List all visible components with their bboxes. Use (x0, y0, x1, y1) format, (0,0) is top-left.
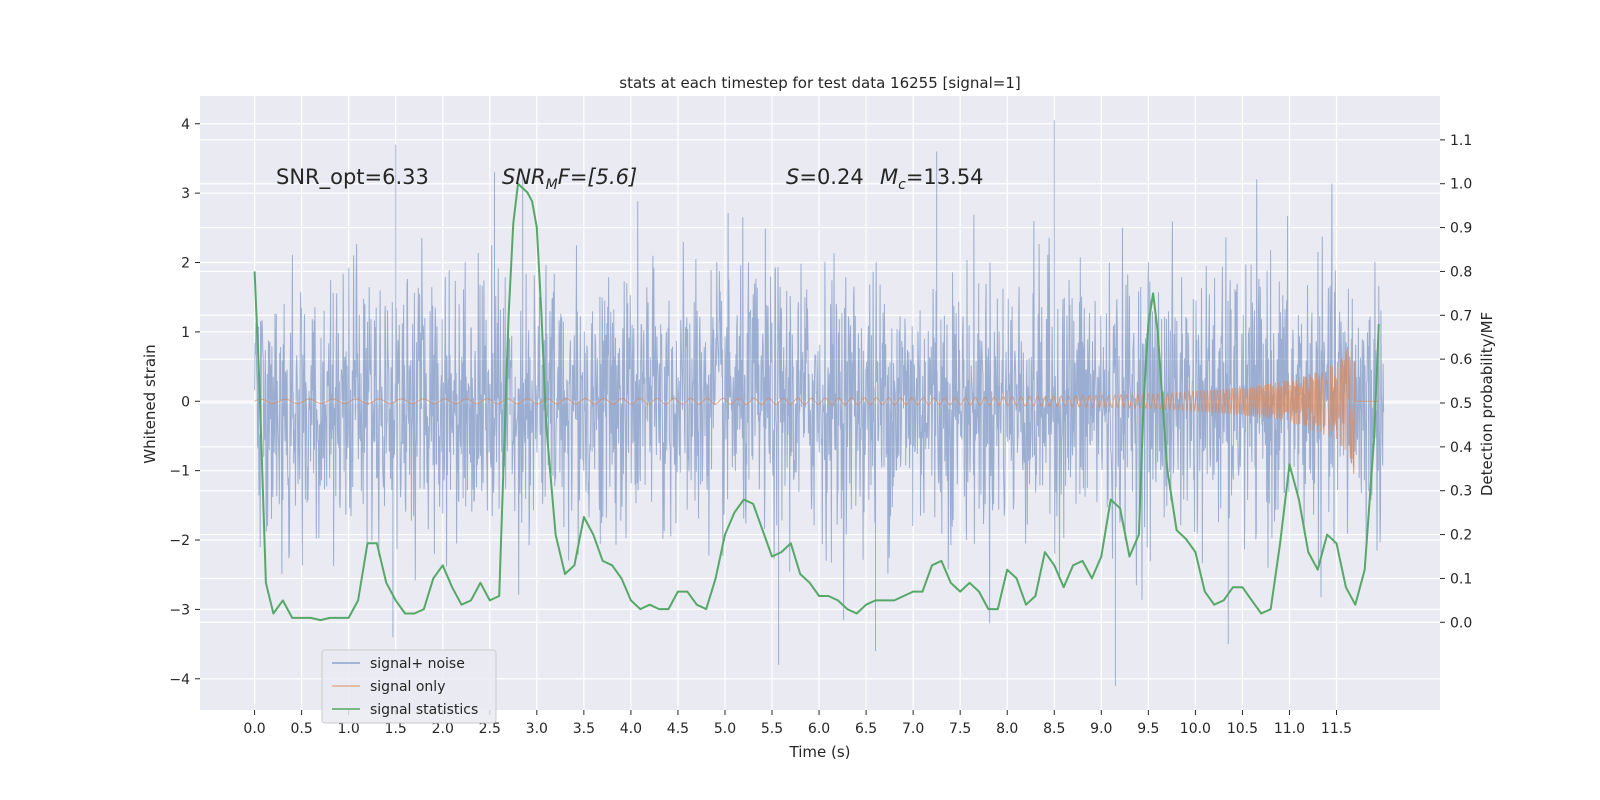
y-right-tick-label: 0.2 (1450, 528, 1472, 544)
x-tick-label: 0.0 (243, 721, 265, 737)
annotation-s-value: =0.24 (799, 165, 863, 189)
annotation-mc-value: =13.54 (906, 165, 984, 189)
annotation-mc-label: M (880, 165, 898, 189)
x-tick-label: 6.0 (808, 721, 830, 737)
x-tick-label: 0.5 (290, 721, 312, 737)
x-tick-label: 4.0 (620, 721, 642, 737)
y-right-tick-label: 0.1 (1450, 571, 1472, 587)
y-right-tick-label: 1.1 (1450, 133, 1472, 149)
x-tick-label: 3.0 (526, 721, 548, 737)
x-tick-label: 5.5 (761, 721, 783, 737)
y-axis-left-label: Whitened strain (141, 344, 159, 463)
legend-label-signal-only: signal only (370, 679, 445, 695)
y-right-tick-label: 0.4 (1450, 440, 1472, 456)
annotation-s-label: S (786, 165, 799, 189)
y-axis-right-label: Detection probability/MF (1478, 312, 1496, 496)
y-axis-left-ticks: −4 −3 −2 −1 0 1 2 3 4 (169, 117, 200, 688)
y-right-tick-label: 0.6 (1450, 352, 1472, 368)
y-right-tick-label: 1.0 (1450, 177, 1472, 193)
signal-plus-noise-line (254, 120, 1385, 686)
x-tick-label: 3.5 (573, 721, 595, 737)
y-left-tick-label: 0 (181, 394, 190, 410)
legend-label-signal-plus-noise: signal+ noise (370, 656, 465, 672)
annotation-mc-sub: c (898, 177, 906, 193)
signal-only-line (254, 338, 1379, 474)
x-tick-label: 11.0 (1274, 721, 1305, 737)
x-tick-label: 8.0 (996, 721, 1018, 737)
y-left-tick-label: 1 (181, 325, 190, 341)
annotation-snr-mf-sub: M (546, 177, 558, 193)
x-tick-label: 1.5 (385, 721, 407, 737)
x-axis-ticks: 0.0 0.5 1.0 1.5 2.0 2.5 3.0 3.5 4.0 4.5 5.0 5.5 6.0 6… (243, 710, 1352, 737)
annotation-snr-mf-main: SNR (502, 165, 546, 189)
series-signal-only (254, 338, 1379, 474)
x-tick-label: 2.0 (432, 721, 454, 737)
x-tick-label: 5.0 (714, 721, 736, 737)
legend: signal+ noise signal only signal statist… (321, 649, 497, 724)
y-right-tick-label: 0.0 (1450, 615, 1472, 631)
x-tick-label: 8.5 (1043, 721, 1065, 737)
y-right-tick-label: 0.3 (1450, 484, 1472, 500)
y-right-tick-label: 0.5 (1450, 396, 1472, 412)
x-tick-label: 2.5 (479, 721, 501, 737)
x-tick-label: 1.0 (338, 721, 360, 737)
annotation-s: S=0.24 (786, 165, 864, 189)
y-left-tick-label: 2 (181, 256, 190, 272)
y-left-tick-label: 4 (181, 117, 190, 133)
y-left-tick-label: 3 (181, 186, 190, 202)
x-axis-label: Time (s) (789, 743, 851, 761)
x-tick-label: 4.5 (667, 721, 689, 737)
annotation-snr-opt: SNR_opt=6.33 (276, 165, 429, 190)
y-left-tick-label: −4 (169, 672, 190, 688)
y-left-tick-label: −3 (169, 602, 190, 618)
x-tick-label: 7.5 (949, 721, 971, 737)
annotation-snr-mf: SNRMF=[5.6] (502, 165, 637, 193)
x-tick-label: 10.5 (1227, 721, 1258, 737)
series-signal-plus-noise (254, 120, 1385, 686)
x-tick-label: 11.5 (1321, 721, 1352, 737)
y-left-tick-label: −1 (169, 464, 190, 480)
signal-statistics-line (253, 182, 1380, 622)
x-tick-label: 6.5 (855, 721, 877, 737)
x-tick-label: 9.5 (1137, 721, 1159, 737)
x-tick-label: 7.0 (902, 721, 924, 737)
y-right-tick-label: 0.9 (1450, 221, 1472, 237)
legend-frame (321, 649, 497, 724)
y-right-tick-label: 0.7 (1450, 308, 1472, 324)
chart-title: stats at each timestep for test data 162… (619, 74, 1020, 92)
y-axis-right-ticks: 0.0 0.1 0.2 0.3 0.4 0.5 0.6 0.7 0.8 0.9 1.0 1.1 (1440, 133, 1472, 631)
y-left-tick-label: −2 (169, 533, 190, 549)
annotation-snr-mf-rest: F=[5.6] (558, 165, 637, 189)
series-signal-statistics (253, 182, 1380, 622)
y-right-tick-label: 0.8 (1450, 264, 1472, 280)
annotation-mc: Mc=13.54 (880, 165, 984, 193)
x-tick-label: 9.0 (1090, 721, 1112, 737)
legend-label-signal-statistics: signal statistics (370, 702, 478, 718)
x-tick-label: 10.0 (1180, 721, 1211, 737)
